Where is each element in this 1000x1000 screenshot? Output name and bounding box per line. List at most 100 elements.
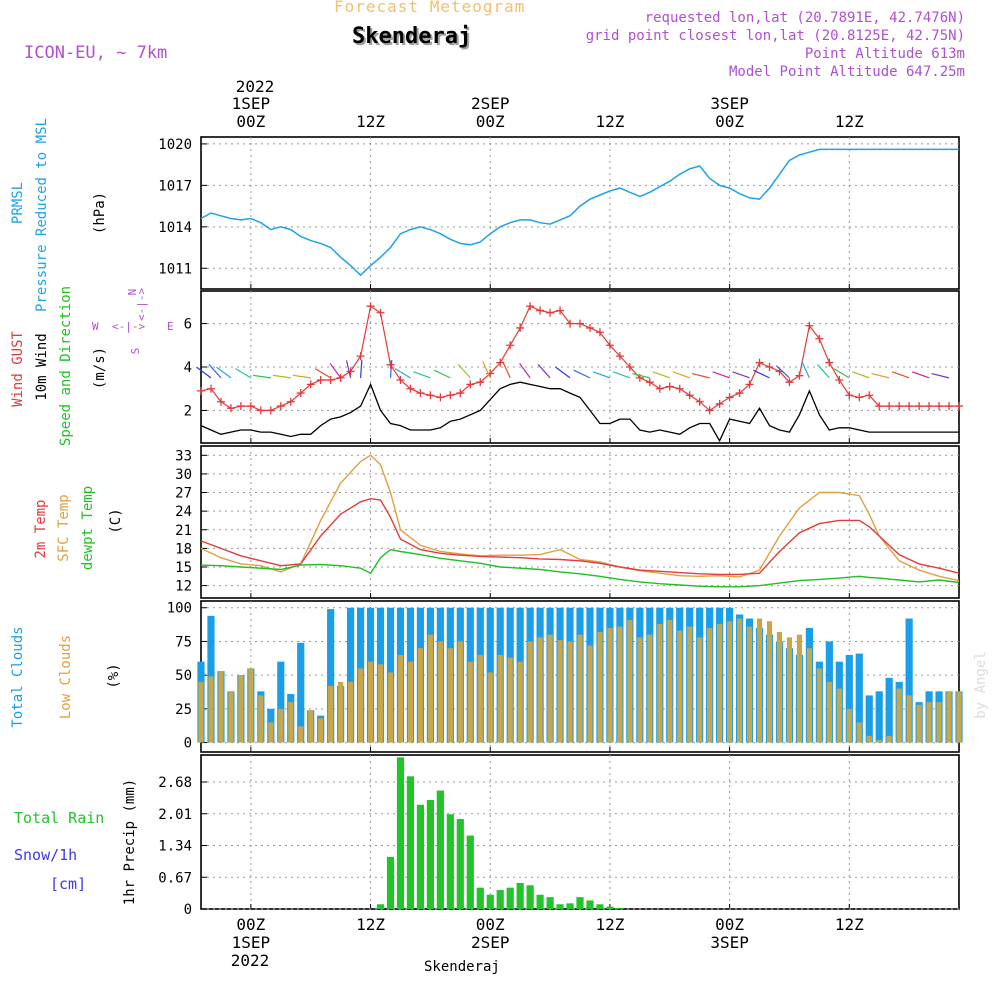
gust-marker xyxy=(556,306,565,315)
wind-direction-arrow xyxy=(394,368,411,379)
wind-direction-arrow xyxy=(433,369,451,379)
ylabel-unit-ms: (m/s) xyxy=(92,347,108,389)
compass-ns-arrows: <-|-> xyxy=(135,288,148,321)
low-cloud-bar xyxy=(786,637,793,743)
top-axis-day: 3SEP xyxy=(710,94,749,113)
total-cloud-bar xyxy=(297,642,305,743)
low-cloud-bar xyxy=(657,623,663,743)
low-cloud-bar xyxy=(208,676,214,743)
low-cloud-bar xyxy=(876,739,882,743)
label-total-rain: Total Rain xyxy=(14,809,104,827)
panel-frame xyxy=(200,754,960,910)
low-cloud-bar xyxy=(587,645,593,743)
rain-bar xyxy=(476,887,484,909)
gust-marker xyxy=(197,386,205,395)
bottom-axis-day: 1SEP xyxy=(232,933,271,952)
total-cloud-bar xyxy=(327,609,335,743)
gust-marker xyxy=(476,378,485,387)
low-cloud-bar xyxy=(437,641,443,743)
bottom-axis-hour: 12Z xyxy=(835,915,864,934)
low-cloud-bar xyxy=(397,654,404,743)
gust-marker xyxy=(576,319,584,328)
wind-direction-arrow xyxy=(555,366,571,379)
wind-direction-arrow xyxy=(732,371,750,379)
total-cloud-bar xyxy=(855,653,863,743)
wind-direction-arrow xyxy=(272,374,291,379)
low-cloud-bar xyxy=(467,661,473,743)
gust-marker xyxy=(835,376,844,385)
gust-marker xyxy=(815,334,824,343)
ylabel-low-clouds: Low Clouds xyxy=(58,635,74,719)
wind-direction-arrow xyxy=(235,368,252,379)
rain-bar xyxy=(456,818,464,909)
rain-bar xyxy=(616,908,624,909)
low-cloud-bar xyxy=(946,691,952,743)
low-cloud-bar xyxy=(457,641,463,743)
gust-marker xyxy=(925,402,934,411)
wind-speed-line xyxy=(200,381,959,443)
low-cloud-bar xyxy=(417,648,424,743)
wind-direction-arrow xyxy=(891,371,910,379)
forecast-title: Forecast Meteogram xyxy=(334,0,526,16)
station-title: Skenderaj xyxy=(352,24,472,49)
model-label: ICON-EU, ~ 7km xyxy=(24,43,168,63)
low-cloud-bar xyxy=(617,626,623,743)
low-cloud-bar xyxy=(796,634,803,743)
low-cloud-bar xyxy=(288,702,294,743)
gust-marker xyxy=(725,393,734,402)
gust-marker xyxy=(825,358,834,367)
gust-marker xyxy=(905,402,914,411)
y-tick-label: 27 xyxy=(175,486,192,502)
gust-marker xyxy=(426,391,435,400)
wind-direction-arrow xyxy=(911,371,930,379)
requested-coords: requested lon,lat (20.7891E, 42.7476N) xyxy=(644,10,965,26)
gust-marker xyxy=(595,328,604,337)
low-cloud-bar xyxy=(427,634,433,743)
low-cloud-bar xyxy=(687,626,693,743)
rain-bar xyxy=(466,835,474,909)
wind-direction-arrow xyxy=(931,372,950,379)
gust-marker xyxy=(755,358,764,367)
low-cloud-bar xyxy=(776,632,783,743)
wind-direction-arrow xyxy=(692,372,710,379)
low-cloud-bar xyxy=(577,634,583,743)
y-tick-label: 100 xyxy=(167,601,192,617)
panel-pressure: 1011 1014 1017 1020 xyxy=(158,136,960,290)
gust-marker xyxy=(486,369,495,378)
gust-marker xyxy=(246,402,255,411)
low-cloud-bar xyxy=(278,708,284,743)
low-cloud-bar xyxy=(906,695,912,743)
wind-direction-arrow xyxy=(345,360,352,378)
y-tick-label: 6 xyxy=(184,317,192,333)
wind-direction-arrow xyxy=(389,359,393,378)
low-cloud-bar xyxy=(607,627,613,743)
low-cloud-bar xyxy=(677,630,683,743)
gridpoint-coords: grid point closest lon,lat (20.8125E, 42… xyxy=(585,28,965,44)
rain-bar xyxy=(436,790,444,909)
low-cloud-bar xyxy=(697,637,703,743)
gust-marker xyxy=(206,384,215,393)
temp-2m-line xyxy=(200,497,960,576)
low-cloud-bar xyxy=(926,702,932,743)
top-axis-day: 1SEP xyxy=(232,94,271,113)
low-cloud-bar xyxy=(766,621,773,743)
gust-marker xyxy=(875,402,884,411)
gust-marker xyxy=(585,323,594,332)
rain-bar xyxy=(416,804,425,909)
gust-marker xyxy=(895,402,904,411)
gust-marker xyxy=(306,380,315,389)
low-cloud-bar xyxy=(447,648,453,743)
low-cloud-bar xyxy=(637,637,643,743)
wind-direction-arrow xyxy=(537,364,551,379)
wind-direction-arrow xyxy=(359,359,363,378)
wind-direction-arrow xyxy=(833,368,850,379)
low-cloud-bar xyxy=(487,672,493,743)
low-cloud-bar xyxy=(387,672,394,743)
top-axis-hour: 12Z xyxy=(595,112,624,131)
gust-marker xyxy=(446,391,455,400)
ylabel-1hr-precip: 1hr Precip (mm) xyxy=(122,779,138,905)
wind-direction-arrow xyxy=(775,365,790,379)
gust-marker xyxy=(386,360,395,369)
gust-marker xyxy=(236,402,245,411)
gust-marker xyxy=(935,402,944,411)
